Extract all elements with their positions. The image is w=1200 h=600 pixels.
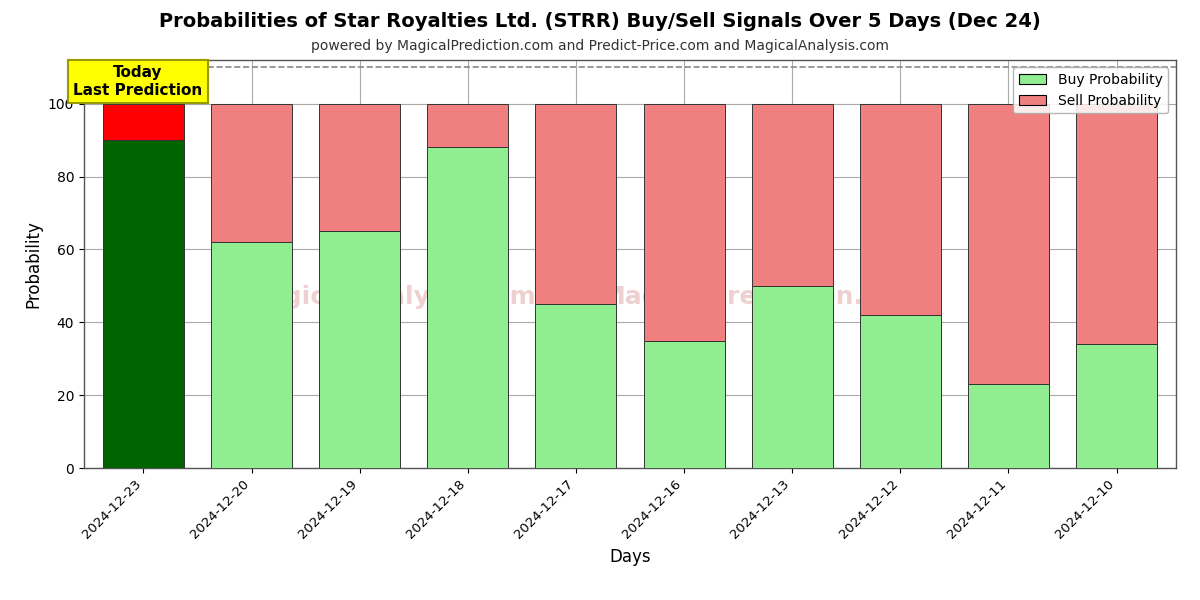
Text: MagicalPrediction.com: MagicalPrediction.com bbox=[600, 284, 922, 308]
Bar bbox=[859, 104, 941, 315]
Bar bbox=[103, 140, 184, 468]
Bar bbox=[1076, 104, 1157, 344]
Bar bbox=[103, 104, 184, 140]
Bar bbox=[319, 231, 401, 468]
Bar bbox=[968, 104, 1049, 384]
Bar bbox=[643, 104, 725, 340]
Bar bbox=[211, 104, 292, 242]
Bar bbox=[535, 304, 617, 468]
Bar bbox=[1076, 344, 1157, 468]
Bar bbox=[968, 384, 1049, 468]
Bar bbox=[427, 148, 509, 468]
Text: MagicalAnalysis.com: MagicalAnalysis.com bbox=[242, 284, 536, 308]
Bar bbox=[643, 340, 725, 468]
Bar bbox=[427, 104, 509, 148]
Text: Today
Last Prediction: Today Last Prediction bbox=[73, 65, 203, 98]
Bar bbox=[859, 315, 941, 468]
Y-axis label: Probability: Probability bbox=[24, 220, 42, 308]
Bar bbox=[211, 242, 292, 468]
Bar bbox=[751, 286, 833, 468]
Text: Probabilities of Star Royalties Ltd. (STRR) Buy/Sell Signals Over 5 Days (Dec 24: Probabilities of Star Royalties Ltd. (ST… bbox=[160, 12, 1040, 31]
Legend: Buy Probability, Sell Probability: Buy Probability, Sell Probability bbox=[1013, 67, 1168, 113]
Bar bbox=[535, 104, 617, 304]
Bar bbox=[751, 104, 833, 286]
X-axis label: Days: Days bbox=[610, 548, 650, 566]
Bar bbox=[319, 104, 401, 231]
Text: powered by MagicalPrediction.com and Predict-Price.com and MagicalAnalysis.com: powered by MagicalPrediction.com and Pre… bbox=[311, 39, 889, 53]
